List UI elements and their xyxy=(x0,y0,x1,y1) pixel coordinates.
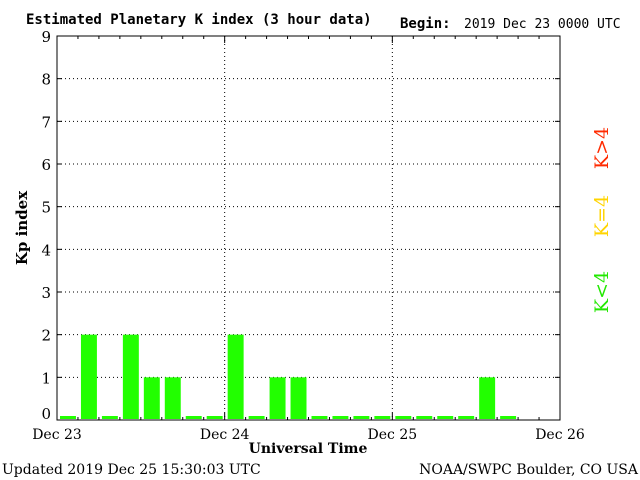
kp-bar xyxy=(332,416,349,419)
y-tick-label: 6 xyxy=(41,156,51,174)
y-tick-label: 3 xyxy=(41,284,51,302)
kp-bar xyxy=(458,416,475,419)
kp-bar xyxy=(60,416,76,419)
kp-bar xyxy=(248,416,265,419)
y-tick-label: 8 xyxy=(41,71,51,89)
kp-bar xyxy=(80,334,97,419)
x-axis-label: Universal Time xyxy=(249,441,368,457)
kp-bar xyxy=(374,416,391,419)
legend-k-greater-4: K>4 xyxy=(591,127,613,169)
x-ticks: Dec 23 Dec 24 Dec 25 Dec 26 xyxy=(32,36,585,443)
kp-bar xyxy=(395,416,412,419)
x-tick-label: Dec 26 xyxy=(535,427,585,443)
kp-bar xyxy=(185,416,202,419)
kp-bar xyxy=(353,416,370,419)
kp-bar xyxy=(311,416,328,419)
y-tick-label: 1 xyxy=(41,369,51,387)
kp-bar xyxy=(164,377,181,419)
y-axis-label: Kp index xyxy=(13,190,31,265)
kp-bar xyxy=(227,334,244,419)
kp-bar xyxy=(101,416,118,419)
y-tick-label: 9 xyxy=(41,28,51,46)
plot-area xyxy=(56,35,561,421)
kp-bar xyxy=(122,334,139,419)
updated-timestamp: Updated 2019 Dec 25 15:30:03 UTC xyxy=(2,462,261,478)
y-tick-label: 2 xyxy=(41,327,51,345)
grid-layer xyxy=(57,36,560,420)
kp-bar xyxy=(500,416,517,419)
kp-bar xyxy=(206,416,223,419)
chart-title: Estimated Planetary K index (3 hour data… xyxy=(26,12,372,28)
y-tick-label: 4 xyxy=(41,241,51,259)
x-tick-label: Dec 23 xyxy=(32,427,82,443)
y-ticks: 0 1 2 3 4 5 6 7 8 9 xyxy=(41,28,560,423)
kp-bar xyxy=(416,416,433,419)
bars-layer xyxy=(60,334,517,419)
y-tick-label: 0 xyxy=(41,405,51,423)
begin-label: Begin: xyxy=(400,16,451,32)
x-tick-label: Dec 25 xyxy=(368,427,418,443)
y-tick-label: 7 xyxy=(41,113,51,131)
x-tick-label: Dec 24 xyxy=(200,427,250,443)
legend-k-less-4: K<4 xyxy=(591,271,613,313)
data-source: NOAA/SWPC Boulder, CO USA xyxy=(419,462,639,478)
begin-value: 2019 Dec 23 0000 UTC xyxy=(464,17,621,32)
y-tick-label: 5 xyxy=(41,199,51,217)
kp-bar xyxy=(143,377,160,419)
kp-bar xyxy=(437,416,454,419)
kp-bar xyxy=(269,377,286,419)
kp-bar xyxy=(479,377,496,419)
kp-bar xyxy=(290,377,307,419)
legend-k-equal-4: K=4 xyxy=(591,195,613,237)
